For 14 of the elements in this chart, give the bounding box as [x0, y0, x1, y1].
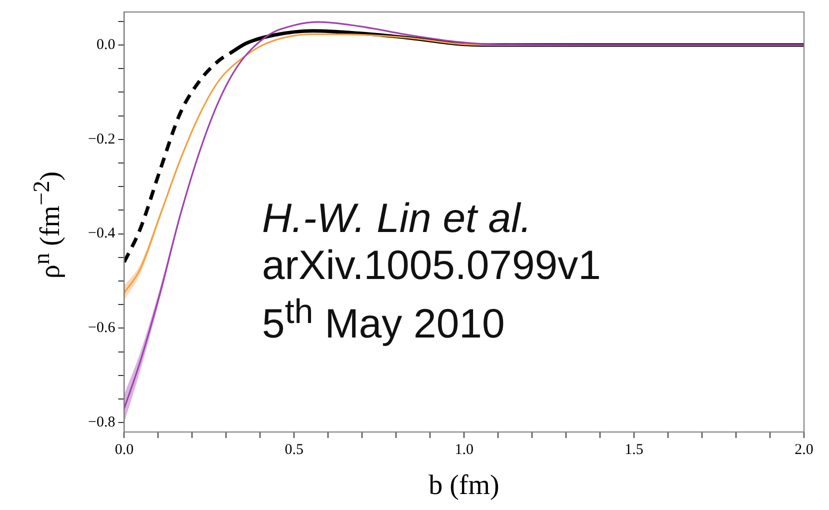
annotation: arXiv.1005.0799v1: [262, 242, 601, 289]
y-tick-label: 0.0: [96, 36, 116, 53]
x-tick-label: 0.5: [284, 442, 304, 458]
y-tick-label: −0.2: [88, 131, 116, 148]
x-tick-label: 2.0: [794, 442, 814, 458]
x-tick-label: 1.0: [454, 442, 474, 458]
x-axis-title: b (fm): [428, 470, 500, 502]
y-tick-label: −0.8: [88, 414, 116, 430]
y-tick-label: −0.6: [88, 320, 116, 336]
y-tick-label: −0.4: [88, 226, 116, 242]
x-tick-label: 0.0: [114, 442, 134, 458]
annotation: H.-W. Lin et al.: [262, 195, 533, 242]
x-tick-label: 1.5: [624, 442, 644, 458]
annotation: 5$^{th}$ May 2010: [262, 292, 506, 348]
